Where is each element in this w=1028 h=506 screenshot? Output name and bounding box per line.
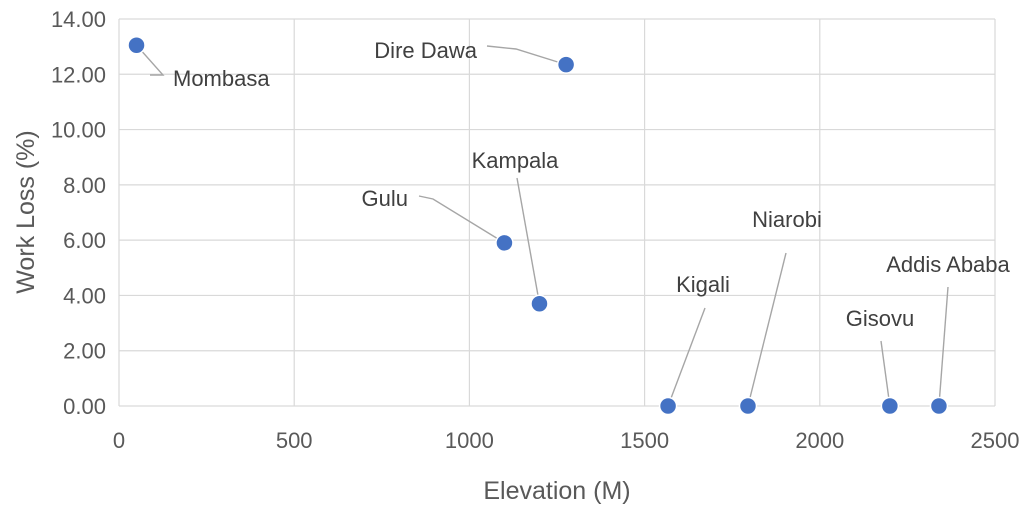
y-tick-label: 12.00	[51, 62, 106, 87]
y-tick-label: 14.00	[51, 7, 106, 32]
y-tick-label: 2.00	[63, 339, 106, 364]
point-label: Kigali	[676, 272, 730, 297]
x-tick-label: 2000	[795, 428, 844, 453]
leader-line	[667, 307, 706, 407]
data-point	[929, 396, 949, 416]
data-point	[738, 396, 758, 416]
x-tick-label: 500	[276, 428, 313, 453]
y-tick-label: 10.00	[51, 118, 106, 143]
y-tick-label: 0.00	[63, 394, 106, 419]
gridlines	[118, 18, 996, 407]
y-tick-label: 6.00	[63, 228, 106, 253]
leader-line	[135, 44, 165, 76]
x-tick-label: 2500	[971, 428, 1020, 453]
tick-labels: 0.00 2.00 4.00 6.00 8.00 10.00 12.00 14.00 0 500 1…	[51, 7, 1020, 453]
data-points	[127, 36, 949, 416]
y-tick-label: 8.00	[63, 173, 106, 198]
point-label: Dire Dawa	[374, 38, 477, 63]
y-axis-title: Work Loss (%)	[12, 130, 40, 293]
point-label: Addis Ababa	[886, 252, 1010, 277]
leader-line	[418, 195, 505, 244]
data-point	[530, 294, 549, 313]
point-label: Gulu	[362, 186, 408, 211]
leader-line	[516, 177, 541, 304]
leader-line	[880, 340, 891, 407]
leader-line	[747, 252, 787, 407]
x-tick-label: 1000	[445, 428, 494, 453]
point-label: Mombasa	[173, 66, 270, 91]
x-tick-label: 0	[113, 428, 125, 453]
data-labels: Mombasa Dire Dawa Gulu Kampala Kigali Niarobi…	[173, 38, 1011, 331]
data-point	[495, 233, 514, 253]
data-point	[658, 396, 678, 416]
leader-line	[938, 286, 949, 407]
data-point	[556, 55, 576, 74]
data-point	[880, 396, 900, 416]
label-leader-lines	[135, 44, 949, 407]
point-label: Gisovu	[846, 306, 914, 331]
point-label: Niarobi	[752, 207, 822, 232]
x-tick-label: 1500	[620, 428, 669, 453]
x-axis-title: Elevation (M)	[483, 477, 630, 505]
point-label: Kampala	[472, 148, 560, 173]
data-point	[127, 36, 146, 55]
y-tick-label: 4.00	[63, 283, 106, 308]
leader-line	[486, 45, 567, 66]
